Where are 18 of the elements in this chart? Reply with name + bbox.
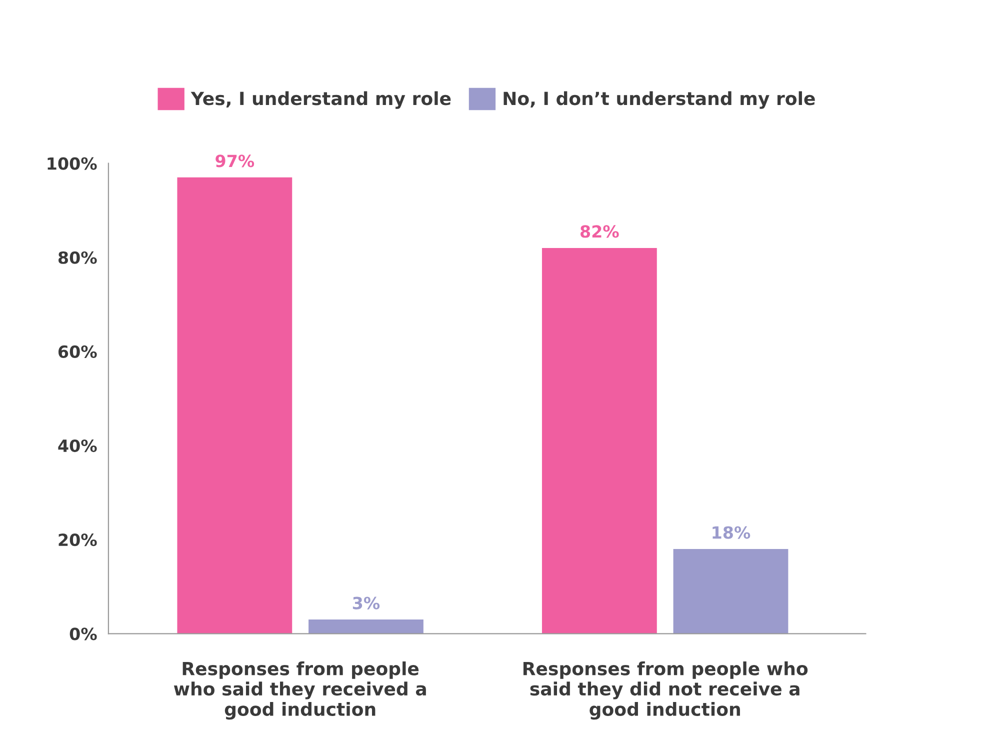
data-label: 3% — [352, 596, 380, 610]
data-label: 82% — [580, 225, 619, 238]
x-tick-label: Responses from people who said they did not receive a good induction — [523, 661, 808, 720]
bar — [673, 548, 788, 634]
bar — [542, 248, 657, 634]
legend-label: No, I don’t understand my role — [504, 91, 815, 109]
y-tick-label: 100% — [48, 157, 97, 170]
bar — [177, 177, 292, 634]
x-tick-label: Responses from people who said they received a good induction — [174, 661, 426, 720]
bar — [308, 620, 424, 634]
legend-label: Yes, I understand my role — [190, 91, 451, 109]
y-tick-label: 20% — [58, 534, 97, 546]
y-tick-label: 80% — [58, 251, 97, 264]
data-label: 97% — [216, 154, 254, 168]
data-label: 18% — [712, 526, 750, 539]
y-tick-label: 0% — [70, 628, 97, 640]
y-tick-label: 40% — [58, 439, 97, 452]
y-tick-label: 60% — [58, 345, 97, 358]
